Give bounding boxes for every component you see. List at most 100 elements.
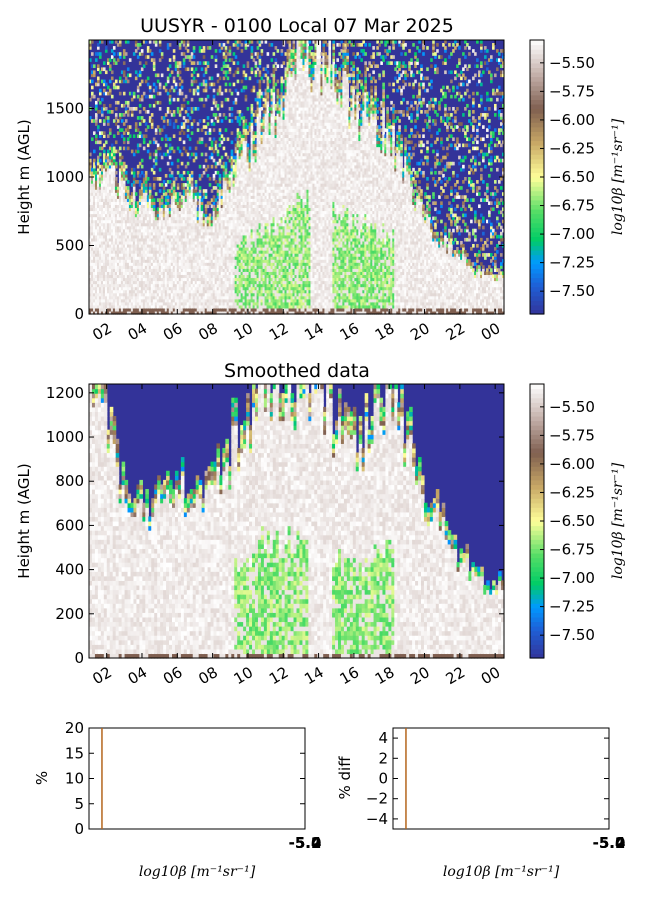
heatmap-cell <box>150 58 154 62</box>
heatmap-cell <box>100 210 104 215</box>
heatmap-cell <box>120 213 124 218</box>
heatmap-cell <box>102 170 106 175</box>
heatmap-cell <box>106 256 110 260</box>
heatmap-cell <box>218 128 222 132</box>
heatmap-cell <box>134 125 138 129</box>
heatmap-cell <box>116 186 120 190</box>
heatmap-cell <box>104 91 108 96</box>
heatmap-cell <box>148 292 152 297</box>
heatmap-cell <box>104 180 108 184</box>
heatmap-cell <box>116 243 120 248</box>
heatmap-cell <box>134 253 138 257</box>
heatmap-cell <box>112 52 116 56</box>
heatmap-cell <box>186 40 190 44</box>
heatmap-cell <box>91 210 94 215</box>
heatmap-cell <box>102 152 106 157</box>
heatmap-cell <box>108 186 112 190</box>
heatmap-cell <box>122 295 126 300</box>
heatmap-cell <box>96 237 100 242</box>
heatmap-cell <box>126 228 130 233</box>
heatmap-cell <box>236 91 240 96</box>
heatmap-cell <box>122 280 126 285</box>
heatmap-cell <box>140 210 144 215</box>
heatmap-cell <box>150 237 154 242</box>
heatmap-cell <box>98 274 102 279</box>
heatmap-cell <box>134 40 138 44</box>
heatmap-cell <box>126 131 130 135</box>
heatmap-cell <box>104 189 108 193</box>
heatmap-cell <box>138 204 142 209</box>
heatmap-cell <box>94 58 98 62</box>
heatmap-cell <box>144 253 148 257</box>
heatmap-cell <box>152 67 156 72</box>
heatmap-cell <box>142 307 146 312</box>
heatmap-cell <box>108 152 112 157</box>
heatmap-cell <box>136 283 140 288</box>
heatmap-cell <box>94 231 98 236</box>
heatmap-cell <box>94 195 98 199</box>
heatmap-cell <box>126 73 130 78</box>
heatmap-cell <box>144 219 148 224</box>
heatmap-cell <box>89 274 92 279</box>
heatmap-cell <box>142 201 146 205</box>
heatmap-cell <box>120 271 124 276</box>
heatmap-cell <box>176 164 180 169</box>
heatmap-cell <box>108 237 112 242</box>
heatmap-cell <box>94 170 98 175</box>
heatmap-cell <box>116 253 120 257</box>
heatmap-cell <box>112 225 116 230</box>
heatmap-cell <box>96 97 100 102</box>
heatmap-cell <box>152 213 156 218</box>
heatmap-cell <box>106 167 110 172</box>
heatmap-cell <box>104 186 108 190</box>
heatmap-cell <box>146 195 150 199</box>
heatmap-cell <box>112 268 116 272</box>
heatmap-cell <box>124 192 128 196</box>
heatmap-cell <box>122 122 126 126</box>
heatmap-cell <box>148 195 152 199</box>
heatmap-cell <box>112 161 116 166</box>
heatmap-cell <box>126 67 130 72</box>
heatmap-cell <box>112 213 116 218</box>
heatmap-cell <box>106 164 110 169</box>
heatmap-cell <box>124 253 128 257</box>
heatmap-cell <box>108 192 112 196</box>
heatmap-cell <box>122 268 126 272</box>
heatmap-cell <box>120 167 124 172</box>
heatmap-cell <box>108 64 112 68</box>
heatmap-cell <box>100 228 104 233</box>
heatmap-cell <box>134 283 138 288</box>
heatmap-cell <box>120 253 124 257</box>
heatmap-cell <box>118 210 122 215</box>
heatmap-cell <box>138 231 142 236</box>
heatmap-cell <box>92 216 96 221</box>
heatmap-cell <box>124 106 128 111</box>
heatmap-cell <box>120 256 124 260</box>
heatmap-cell <box>128 106 132 111</box>
heatmap-cell <box>91 213 94 218</box>
heatmap-cell <box>118 116 122 120</box>
heatmap-cell <box>96 256 100 260</box>
heatmap-cell <box>144 237 148 242</box>
heatmap-cell <box>126 222 130 227</box>
heatmap-cell <box>210 55 214 59</box>
heatmap-cell <box>118 253 122 257</box>
heatmap-cell <box>206 164 210 169</box>
heatmap-cell <box>120 265 124 269</box>
heatmap-cell <box>92 268 96 272</box>
heatmap-cell <box>154 149 158 154</box>
heatmap-cell <box>112 192 116 196</box>
heatmap-cell <box>148 240 152 245</box>
heatmap-cell <box>92 250 96 254</box>
heatmap-cell <box>126 219 130 224</box>
heatmap-cell <box>130 243 134 248</box>
heatmap-cell <box>94 234 98 239</box>
heatmap-cell <box>144 280 148 285</box>
heatmap-cell <box>148 140 152 145</box>
heatmap-cell <box>112 262 116 266</box>
heatmap-cell <box>108 146 112 151</box>
heatmap-cell <box>122 55 126 59</box>
heatmap-cell <box>156 301 160 306</box>
heatmap-cell <box>96 289 100 294</box>
heatmap-cell <box>118 216 122 221</box>
